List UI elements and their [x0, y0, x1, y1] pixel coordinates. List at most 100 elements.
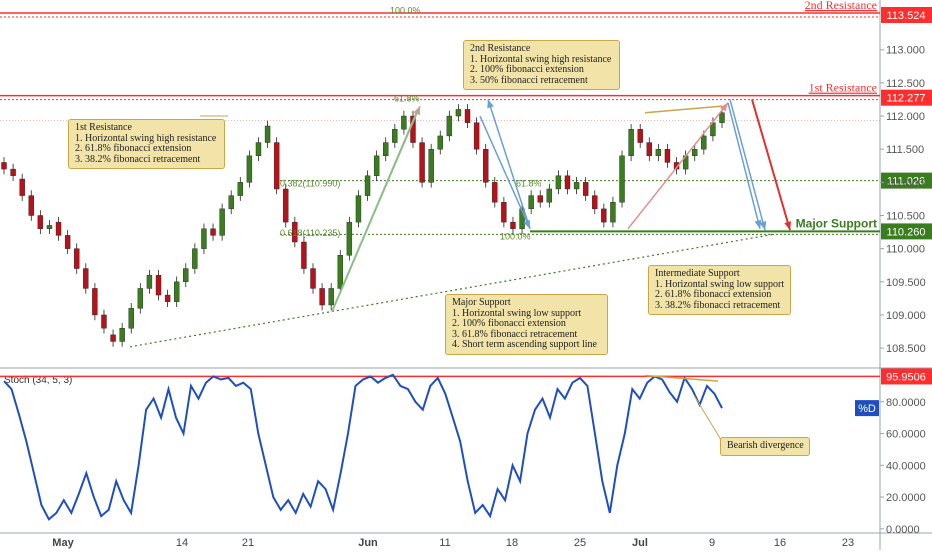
candle-body — [455, 109, 462, 117]
price-tick-label: 112.500 — [886, 78, 925, 90]
candle-body — [619, 155, 625, 203]
annot-line: 3. 38.2% fibonacci retracement — [655, 299, 781, 311]
candle-body — [364, 175, 371, 196]
candle-body — [628, 129, 634, 157]
price-tick-label: 108.500 — [886, 343, 926, 355]
stoch-level-tag-bg — [881, 368, 932, 385]
candle-body — [101, 314, 107, 329]
candle-body — [555, 175, 562, 190]
candle-body — [328, 288, 334, 306]
annot-line: 1st Resistance — [75, 122, 132, 133]
time-tick-label: 18 — [506, 537, 518, 549]
intermediate-support-annotation: Intermediate Support 1. Horizontal swing… — [648, 265, 791, 315]
candle-body — [246, 155, 253, 183]
candle-body — [592, 195, 598, 210]
time-tick-label: 16 — [774, 537, 786, 549]
annot-line: 2nd Resistance — [470, 43, 531, 54]
candle-body — [473, 122, 480, 150]
candle-body — [137, 288, 144, 309]
fib-label-618-top: 61.8% — [394, 93, 420, 103]
divergence-leader — [693, 395, 723, 442]
candle-body — [401, 115, 407, 130]
price-tag-label: 113.524 — [887, 10, 926, 22]
price-tick-label: 113.000 — [886, 45, 925, 57]
candle-body — [46, 225, 53, 229]
candle-body — [219, 208, 225, 236]
time-tick-label: Jun — [358, 537, 378, 549]
fib-label-0382: 0.382(110.990) — [280, 179, 340, 189]
fib-swing-blue-2-head — [487, 99, 494, 109]
fib-labels: 100.0% 61.8% 0.382(110.990) 0.618(110.235) 1… — [280, 5, 542, 241]
candle-body — [692, 148, 698, 157]
projection-blue-1 — [729, 99, 766, 231]
price-tag-label: 112.277 — [887, 93, 926, 105]
annot-line: 2. 61.8% fibonacci extension — [655, 289, 772, 300]
candle-body — [228, 195, 234, 210]
bearish-divergence-annotation: Bearish divergence — [720, 437, 810, 456]
candle-body — [546, 188, 553, 203]
candle-body — [446, 115, 453, 137]
major-support-label: Major Support — [796, 216, 877, 230]
annot-line: Major Support — [452, 297, 511, 308]
candle-body — [646, 142, 652, 157]
candle-body — [528, 195, 534, 210]
candle-body — [110, 334, 116, 342]
trendlines — [129, 233, 776, 348]
time-tick-label: 21 — [242, 537, 254, 549]
candles — [1, 104, 725, 347]
price-tick-label: 111.500 — [886, 144, 924, 156]
annot-line: 1. Horizontal swing high resistance — [75, 132, 217, 144]
axes: 113.000 112.500 112.000 111.500 111.000 110.5… — [52, 45, 925, 549]
second-resistance-annotation: 2nd Resistance 1. Horizontal swing high … — [463, 40, 620, 90]
stoch-series-tag-bg — [855, 400, 879, 417]
annot-line: 2. 100% fibonacci extension — [452, 318, 566, 329]
candle-body — [310, 268, 316, 289]
candle-body — [464, 109, 471, 123]
candle-body — [419, 142, 425, 183]
price-tick-label: 110.500 — [886, 210, 925, 222]
first-resistance-annotation: 1st Resistance 1. Horizontal swing high … — [68, 119, 225, 169]
fib-swing-blue-1 — [479, 115, 531, 230]
candle-body — [19, 178, 25, 196]
projection-arrows — [200, 99, 792, 313]
candle-body — [92, 288, 98, 316]
price-tick-label: 109.000 — [886, 310, 926, 322]
candle-body — [573, 182, 580, 190]
candle-body — [37, 215, 44, 229]
candle-body — [210, 228, 216, 236]
projection-red — [751, 99, 791, 231]
price-tag-label: 110.260 — [887, 226, 926, 238]
candle-body — [428, 148, 434, 183]
candle-body — [273, 142, 280, 190]
candle-body — [192, 248, 198, 269]
candle-body — [392, 129, 398, 143]
fib-label-618-mid: 61.8% — [516, 179, 542, 189]
price-tick-label: 112.000 — [886, 111, 925, 123]
major-support-annotation: Major Support 1. Horizontal swing low su… — [445, 294, 608, 355]
candle-body — [183, 268, 189, 283]
osc-tick-label: 60.0000 — [886, 429, 926, 441]
time-tick-label: Jul — [632, 537, 648, 549]
time-tick-label: 14 — [176, 537, 188, 549]
annot-line: 2. 100% fibonacci extension — [470, 64, 584, 75]
candle-body — [701, 135, 707, 150]
annot-line: 3. 50% fibonacci retracement — [470, 74, 588, 86]
osc-tick-label: 20.0000 — [886, 492, 926, 504]
candle-body — [719, 112, 725, 123]
stoch-level-tag-label: 95.9506 — [886, 371, 926, 383]
candle-body — [301, 241, 307, 269]
divergence-osc-line — [644, 374, 719, 382]
stoch-series-tag-label: %D — [858, 403, 876, 415]
candle-body — [264, 125, 271, 143]
candle-body — [28, 195, 34, 216]
annot-line: 3. 38.2% fibonacci retracement — [75, 153, 201, 165]
second-resistance-label: 2nd Resistance — [805, 0, 877, 12]
osc-tick-label: 0.0000 — [886, 524, 920, 536]
annot-line: Bearish divergence — [727, 440, 804, 451]
candle-body — [582, 182, 589, 196]
candle-body — [283, 188, 289, 223]
candle-body — [637, 129, 643, 143]
candle-body — [510, 221, 516, 229]
projection-blue-1-head — [759, 221, 767, 231]
